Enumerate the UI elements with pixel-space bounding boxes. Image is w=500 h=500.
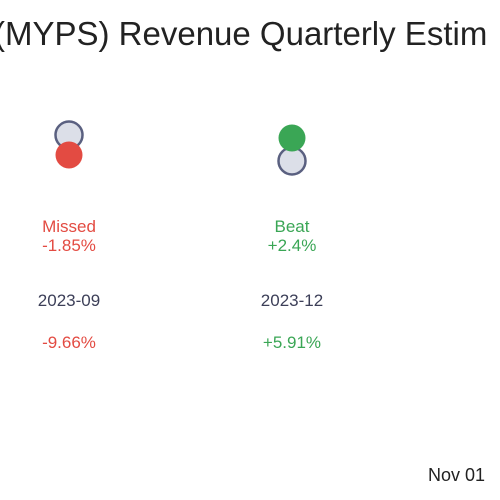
result-status: Beat — [275, 217, 310, 236]
surprise-percent: +2.4% — [268, 236, 317, 255]
change-percent: +5.91% — [263, 333, 321, 352]
quarter-date: 2023-12 — [261, 291, 323, 310]
actual-marker — [278, 124, 306, 152]
quarter-columns: Missed-1.85% 2023-09 -9.66% Beat+2.4% 2023-1… — [38, 120, 323, 352]
actual-marker — [55, 141, 83, 169]
chart-title: (MYPS) Revenue Quarterly Estim — [0, 15, 487, 52]
footer-date: Nov 01 — [428, 465, 485, 485]
estimate-marker — [277, 146, 307, 176]
change-percent: -9.66% — [42, 333, 96, 352]
surprise-percent: -1.85% — [42, 236, 96, 255]
result-status: Missed — [42, 217, 96, 236]
quarter-date: 2023-09 — [38, 291, 100, 310]
